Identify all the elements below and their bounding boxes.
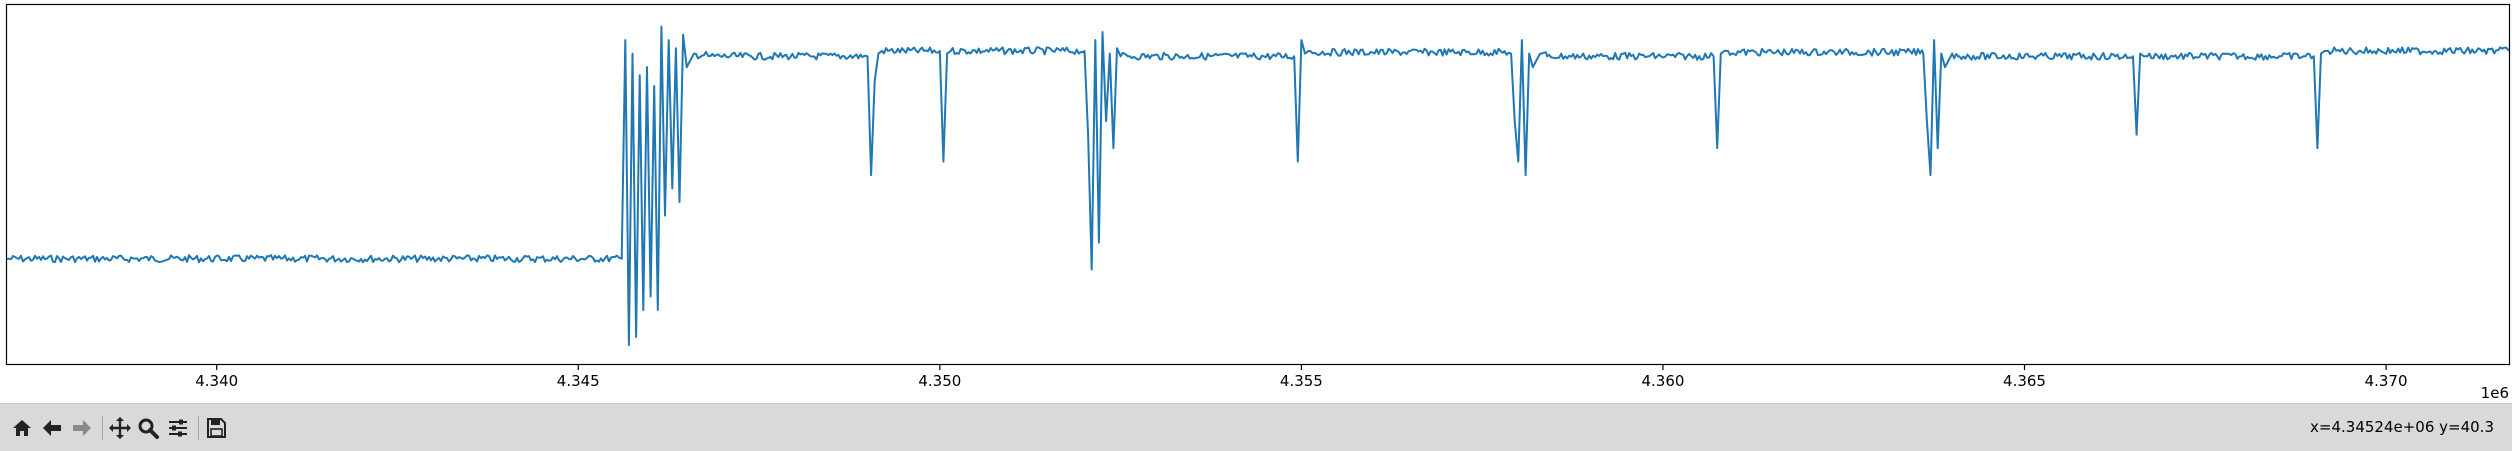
x-tick-label: 4.360 [1641, 372, 1684, 390]
back-arrow-icon [43, 420, 61, 436]
x-ticks: 4.340 4.345 4.350 4.355 4.360 4.365 4.370 [195, 364, 2408, 390]
save-icon [207, 418, 226, 438]
plot-area[interactable]: 4.340 4.345 4.350 4.355 4.360 4.365 4.370 1e6 [0, 0, 2512, 403]
axes-frame [5, 3, 2511, 366]
pan-button[interactable] [106, 414, 134, 442]
x-tick-label: 4.345 [557, 372, 600, 390]
zoom-button[interactable] [134, 414, 162, 442]
forward-arrow-icon [73, 420, 91, 436]
navigation-toolbar: x=4.34524e+06 y=40.3 [0, 403, 2512, 451]
x-tick-label: 4.355 [1280, 372, 1323, 390]
pan-icon [109, 417, 131, 439]
home-icon [13, 420, 31, 436]
series-line [7, 25, 2510, 347]
home-button[interactable] [8, 414, 36, 442]
x-tick-label: 4.365 [2003, 372, 2046, 390]
toolbar-separator [102, 416, 103, 440]
zoom-icon [138, 418, 159, 439]
x-tick-label: 4.350 [918, 372, 961, 390]
line-chart[interactable]: 4.340 4.345 4.350 4.355 4.360 4.365 4.370 1e6 [0, 0, 2512, 403]
back-button[interactable] [38, 414, 66, 442]
save-button[interactable] [202, 414, 230, 442]
series-layer [7, 25, 2510, 347]
coordinate-readout: x=4.34524e+06 y=40.3 [2310, 418, 2494, 436]
configure-subplots-icon [169, 419, 187, 437]
x-tick-label: 4.340 [195, 372, 238, 390]
forward-button[interactable] [68, 414, 96, 442]
configure-subplots-button[interactable] [164, 414, 192, 442]
x-tick-label: 4.370 [2365, 372, 2408, 390]
x-offset-label: 1e6 [2481, 384, 2509, 402]
toolbar-separator [198, 416, 199, 440]
